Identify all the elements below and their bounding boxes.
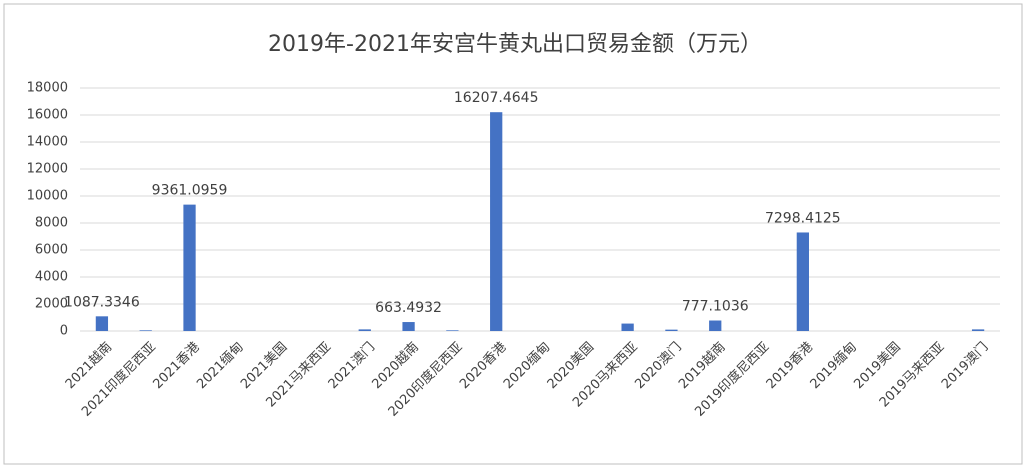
y-tick-label: 12000	[27, 162, 68, 177]
y-tick-label: 10000	[27, 189, 68, 204]
chart-title: 2019年-2021年安宫牛黄丸出口贸易金额（万元）	[268, 32, 762, 57]
data-label: 1087.3346	[64, 294, 140, 310]
y-tick-label: 2000	[35, 297, 68, 312]
bar	[796, 232, 809, 331]
bar	[95, 316, 109, 331]
data-label: 7298.4125	[765, 210, 841, 226]
bar	[358, 329, 371, 331]
bar	[402, 322, 415, 331]
y-tick-label: 16000	[27, 108, 68, 123]
data-label: 16207.4645	[454, 90, 539, 106]
y-tick-label: 6000	[35, 243, 68, 258]
bar	[139, 330, 152, 331]
chart-border	[3, 3, 1023, 465]
data-label: 777.1036	[682, 299, 749, 315]
data-label: 9361.0959	[152, 183, 228, 199]
y-tick-label: 18000	[27, 81, 68, 96]
bar	[490, 112, 503, 332]
y-tick-label: 0	[60, 324, 68, 339]
bar	[971, 329, 985, 331]
bar	[665, 329, 678, 331]
bar	[709, 320, 722, 331]
bar	[183, 204, 196, 331]
bar	[621, 323, 634, 331]
y-tick-label: 4000	[35, 270, 68, 285]
y-tick-label: 8000	[35, 216, 68, 231]
bar	[446, 330, 459, 331]
y-tick-label: 14000	[27, 135, 68, 150]
data-label: 663.4932	[375, 300, 442, 316]
